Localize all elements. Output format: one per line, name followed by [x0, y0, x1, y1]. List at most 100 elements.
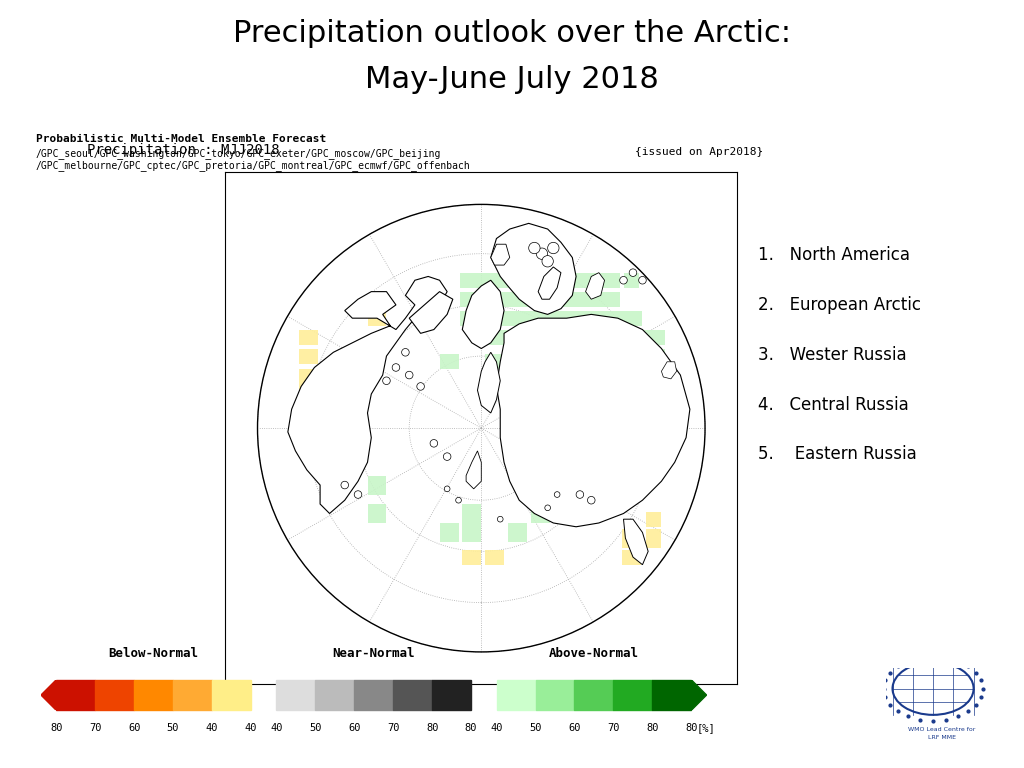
Text: 60: 60	[568, 723, 581, 733]
Bar	[506, 292, 528, 306]
Bar	[483, 273, 506, 288]
Bar	[597, 310, 620, 326]
Text: 70: 70	[89, 723, 101, 733]
Text: {issued on Apr2018}: {issued on Apr2018}	[635, 147, 763, 157]
Bar	[506, 310, 528, 326]
Polygon shape	[691, 680, 707, 710]
Circle shape	[383, 377, 390, 385]
Polygon shape	[497, 314, 690, 527]
Bar	[530, 504, 550, 523]
Text: 40: 40	[490, 723, 503, 733]
Bar	[299, 349, 318, 364]
Bar	[299, 425, 318, 443]
Circle shape	[417, 382, 424, 390]
Bar	[597, 292, 620, 306]
Bar	[552, 329, 574, 345]
Text: May-June July 2018: May-June July 2018	[366, 65, 658, 94]
Bar	[528, 310, 552, 326]
Bar	[528, 292, 552, 306]
Bar	[462, 523, 481, 542]
Text: 1.   North America: 1. North America	[758, 246, 909, 263]
Circle shape	[498, 516, 503, 522]
Circle shape	[341, 482, 348, 489]
Circle shape	[545, 505, 551, 511]
Text: Precipitation : MJJ2018: Precipitation : MJJ2018	[87, 144, 280, 157]
Circle shape	[542, 256, 553, 267]
Circle shape	[443, 453, 451, 460]
Circle shape	[528, 243, 540, 253]
Circle shape	[456, 498, 462, 503]
Circle shape	[629, 269, 637, 276]
Circle shape	[639, 276, 646, 284]
Polygon shape	[410, 292, 453, 333]
Text: 5.    Eastern Russia: 5. Eastern Russia	[758, 445, 916, 463]
Bar	[485, 354, 504, 369]
Circle shape	[430, 439, 437, 447]
Text: Above-Normal: Above-Normal	[549, 647, 639, 660]
Bar	[620, 329, 642, 345]
Bar	[368, 504, 386, 523]
Circle shape	[588, 496, 595, 504]
Bar	[622, 550, 641, 564]
Bar	[597, 273, 620, 288]
Bar	[620, 310, 642, 326]
Text: 50: 50	[529, 723, 542, 733]
Bar	[508, 523, 526, 542]
Text: Precipitation outlook over the Arctic:: Precipitation outlook over the Arctic:	[233, 19, 791, 48]
Circle shape	[406, 371, 413, 379]
Polygon shape	[288, 276, 447, 514]
Circle shape	[537, 248, 548, 260]
Text: LRF MME: LRF MME	[928, 735, 956, 740]
Text: 4.   Central Russia: 4. Central Russia	[758, 396, 908, 413]
Bar	[574, 273, 597, 288]
Bar	[642, 349, 666, 364]
Text: 70: 70	[387, 723, 399, 733]
Polygon shape	[490, 223, 577, 314]
Polygon shape	[539, 267, 561, 300]
Bar	[506, 329, 528, 345]
Text: /GPC_melbourne/GPC_cptec/GPC_pretoria/GPC_montreal/GPC_ecmwf/GPC_offenbach: /GPC_melbourne/GPC_cptec/GPC_pretoria/GP…	[36, 161, 471, 171]
Polygon shape	[662, 362, 677, 379]
Bar	[577, 438, 595, 457]
Bar	[574, 310, 597, 326]
Text: Probabilistic Multi-Model Ensemble Forecast: Probabilistic Multi-Model Ensemble Forec…	[36, 134, 326, 144]
Bar	[461, 273, 483, 288]
Bar	[552, 292, 574, 306]
Polygon shape	[586, 273, 604, 300]
Circle shape	[577, 491, 584, 498]
Bar	[368, 310, 386, 326]
Bar	[439, 523, 459, 542]
Text: 60: 60	[128, 723, 140, 733]
Bar	[462, 504, 481, 523]
Bar	[577, 460, 595, 479]
Polygon shape	[490, 244, 510, 265]
Bar	[368, 475, 386, 495]
Bar	[508, 354, 526, 369]
Polygon shape	[466, 305, 490, 329]
Polygon shape	[462, 280, 504, 349]
Text: 80: 80	[465, 723, 477, 733]
Bar	[552, 310, 574, 326]
Text: 80: 80	[685, 723, 697, 733]
Bar	[485, 550, 504, 564]
Text: 40: 40	[270, 723, 283, 733]
Text: 50: 50	[167, 723, 179, 733]
Bar	[439, 354, 459, 369]
Circle shape	[554, 492, 560, 498]
Polygon shape	[477, 353, 501, 413]
Bar	[461, 292, 483, 306]
Text: 80: 80	[50, 723, 62, 733]
Bar	[553, 504, 572, 523]
Text: 80: 80	[646, 723, 658, 733]
Bar	[552, 273, 574, 288]
Text: 2.   European Arctic: 2. European Arctic	[758, 296, 921, 313]
Bar	[646, 511, 662, 527]
Bar	[299, 399, 318, 419]
Bar	[528, 273, 552, 288]
Circle shape	[444, 486, 450, 492]
Text: /GPC_seoul/GPC_washington/GPC_tokyo/GPC_exeter/GPC_moscow/GPC_beijing: /GPC_seoul/GPC_washington/GPC_tokyo/GPC_…	[36, 148, 441, 159]
Bar	[483, 310, 506, 326]
Text: 3.   Wester Russia: 3. Wester Russia	[758, 346, 906, 363]
Polygon shape	[624, 519, 648, 564]
Bar	[299, 369, 318, 392]
